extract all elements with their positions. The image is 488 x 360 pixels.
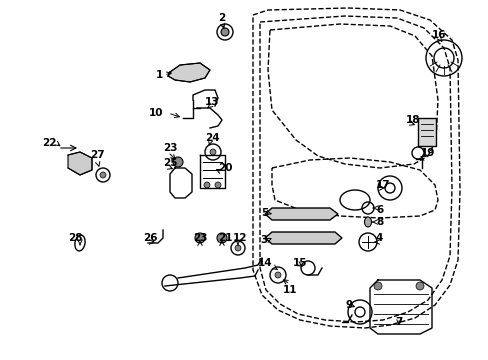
Circle shape [203, 182, 209, 188]
Polygon shape [264, 208, 337, 220]
Text: 24: 24 [204, 133, 219, 143]
Text: 21: 21 [218, 233, 232, 243]
Text: 1: 1 [156, 70, 163, 80]
Circle shape [195, 233, 204, 243]
Text: 2: 2 [218, 13, 225, 23]
Text: 6: 6 [375, 205, 383, 215]
Text: 23: 23 [193, 233, 207, 243]
Text: 3: 3 [260, 235, 267, 245]
Text: 20: 20 [218, 163, 232, 173]
Text: 26: 26 [142, 233, 157, 243]
Text: 25: 25 [163, 158, 177, 168]
Circle shape [373, 282, 381, 290]
Text: 7: 7 [394, 317, 402, 327]
Text: 12: 12 [232, 233, 247, 243]
Text: 28: 28 [68, 233, 82, 243]
Text: 5: 5 [260, 208, 267, 218]
Text: 10: 10 [148, 108, 163, 118]
Circle shape [100, 172, 106, 178]
Polygon shape [68, 152, 92, 175]
Text: 14: 14 [257, 258, 271, 268]
Polygon shape [168, 63, 209, 82]
Circle shape [221, 28, 228, 36]
Text: 4: 4 [375, 233, 383, 243]
Circle shape [209, 149, 216, 155]
Text: 19: 19 [420, 148, 434, 158]
Text: 15: 15 [292, 258, 307, 268]
Polygon shape [264, 232, 341, 244]
Text: 23: 23 [163, 143, 177, 153]
Circle shape [274, 272, 281, 278]
Circle shape [173, 157, 183, 167]
Bar [417, 118, 435, 146]
Text: 18: 18 [405, 115, 420, 125]
Text: 11: 11 [282, 285, 297, 295]
Circle shape [215, 182, 221, 188]
Circle shape [415, 282, 423, 290]
Circle shape [235, 245, 241, 251]
Text: 27: 27 [90, 150, 104, 160]
Text: 22: 22 [42, 138, 57, 148]
Text: 16: 16 [431, 30, 446, 40]
Text: 9: 9 [345, 300, 351, 310]
Text: 17: 17 [375, 180, 390, 190]
Text: 13: 13 [204, 97, 219, 107]
Ellipse shape [364, 217, 371, 227]
Text: 8: 8 [375, 217, 383, 227]
Circle shape [217, 233, 226, 243]
